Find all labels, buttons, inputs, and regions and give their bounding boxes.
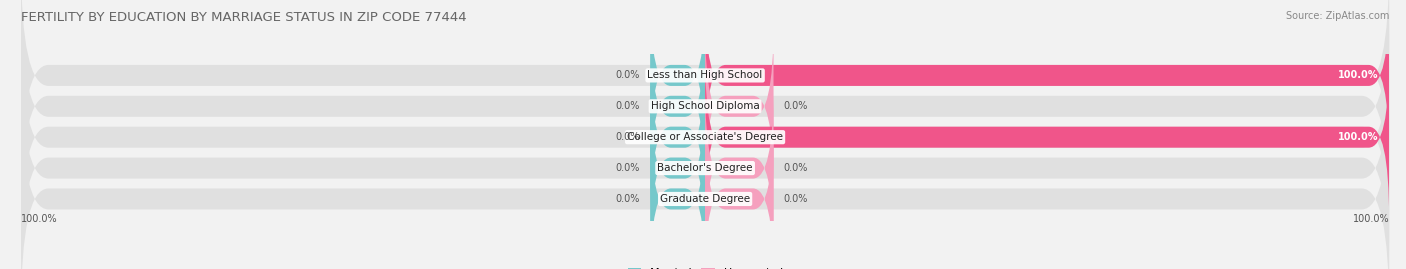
Text: 0.0%: 0.0% bbox=[616, 132, 640, 142]
Text: 100.0%: 100.0% bbox=[21, 214, 58, 224]
Text: 100.0%: 100.0% bbox=[1339, 70, 1379, 80]
FancyBboxPatch shape bbox=[651, 86, 706, 250]
Text: 100.0%: 100.0% bbox=[1353, 214, 1389, 224]
Text: Graduate Degree: Graduate Degree bbox=[659, 194, 751, 204]
Text: College or Associate's Degree: College or Associate's Degree bbox=[627, 132, 783, 142]
Text: Less than High School: Less than High School bbox=[648, 70, 762, 80]
Text: High School Diploma: High School Diploma bbox=[651, 101, 759, 111]
FancyBboxPatch shape bbox=[21, 0, 1389, 219]
FancyBboxPatch shape bbox=[651, 55, 706, 219]
Text: Source: ZipAtlas.com: Source: ZipAtlas.com bbox=[1285, 11, 1389, 21]
Text: FERTILITY BY EDUCATION BY MARRIAGE STATUS IN ZIP CODE 77444: FERTILITY BY EDUCATION BY MARRIAGE STATU… bbox=[21, 11, 467, 24]
FancyBboxPatch shape bbox=[21, 55, 1389, 269]
FancyBboxPatch shape bbox=[21, 86, 1389, 269]
FancyBboxPatch shape bbox=[706, 55, 1389, 219]
FancyBboxPatch shape bbox=[21, 24, 1389, 250]
Text: 0.0%: 0.0% bbox=[616, 101, 640, 111]
FancyBboxPatch shape bbox=[706, 117, 773, 269]
Legend: Married, Unmarried: Married, Unmarried bbox=[627, 268, 783, 269]
Text: 0.0%: 0.0% bbox=[783, 194, 808, 204]
FancyBboxPatch shape bbox=[706, 0, 1389, 158]
Text: 0.0%: 0.0% bbox=[783, 101, 808, 111]
Text: 100.0%: 100.0% bbox=[1339, 132, 1379, 142]
Text: 0.0%: 0.0% bbox=[616, 194, 640, 204]
FancyBboxPatch shape bbox=[706, 86, 773, 250]
Text: 0.0%: 0.0% bbox=[783, 163, 808, 173]
FancyBboxPatch shape bbox=[651, 117, 706, 269]
Text: Bachelor's Degree: Bachelor's Degree bbox=[658, 163, 752, 173]
FancyBboxPatch shape bbox=[706, 24, 773, 189]
FancyBboxPatch shape bbox=[651, 24, 706, 189]
FancyBboxPatch shape bbox=[651, 0, 706, 158]
Text: 0.0%: 0.0% bbox=[616, 163, 640, 173]
Text: 0.0%: 0.0% bbox=[616, 70, 640, 80]
FancyBboxPatch shape bbox=[21, 0, 1389, 189]
